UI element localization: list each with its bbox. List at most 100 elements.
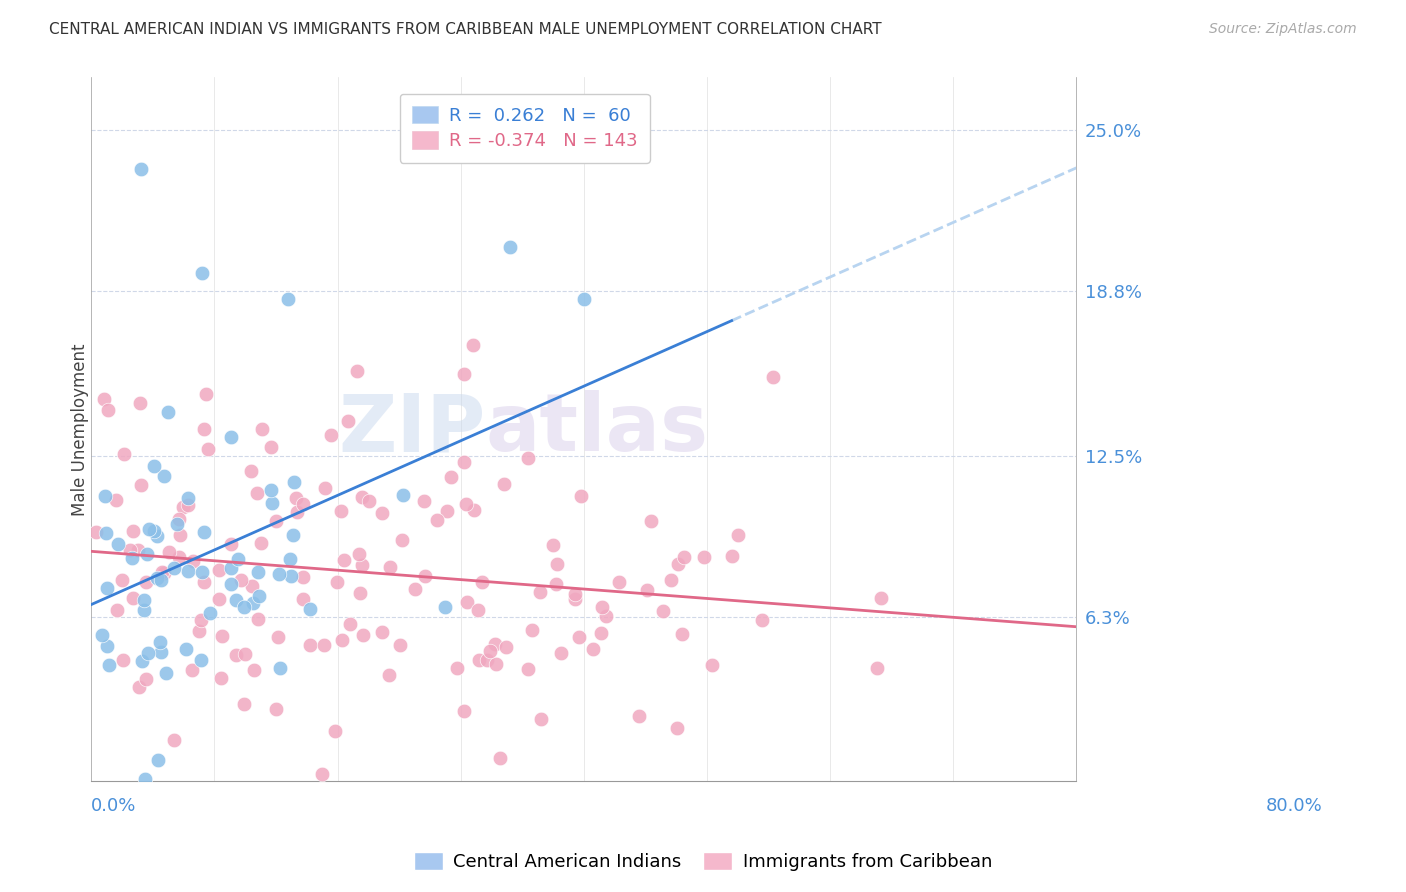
Point xyxy=(456,595,478,609)
Point xyxy=(640,514,662,528)
Point xyxy=(298,602,321,616)
Point xyxy=(174,641,197,656)
Point xyxy=(543,538,565,552)
Point xyxy=(157,545,180,559)
Point xyxy=(693,549,716,564)
Point xyxy=(225,648,247,663)
Point xyxy=(104,493,127,508)
Point xyxy=(127,543,149,558)
Point xyxy=(404,582,426,596)
Point xyxy=(112,447,135,461)
Point xyxy=(129,396,152,410)
Point xyxy=(869,591,891,606)
Point xyxy=(191,565,214,579)
Point xyxy=(193,524,215,539)
Point xyxy=(194,386,217,401)
Point xyxy=(96,582,118,596)
Point xyxy=(260,440,283,454)
Point xyxy=(568,630,591,644)
Point xyxy=(118,543,141,558)
Point xyxy=(415,569,437,583)
Point xyxy=(262,496,284,510)
Point xyxy=(209,671,232,685)
Point xyxy=(211,629,233,643)
Point xyxy=(177,499,200,513)
Point xyxy=(494,477,516,491)
Point xyxy=(652,604,675,618)
Point xyxy=(94,489,117,503)
Point xyxy=(439,469,461,483)
Point xyxy=(463,503,485,517)
Point xyxy=(188,624,211,639)
Point xyxy=(280,569,302,583)
Text: 80.0%: 80.0% xyxy=(1265,797,1323,815)
Point xyxy=(232,599,254,614)
Point xyxy=(530,712,553,726)
Point xyxy=(582,642,605,657)
Point xyxy=(132,593,155,607)
Point xyxy=(359,493,381,508)
Point xyxy=(226,552,249,566)
Point xyxy=(208,591,231,606)
Point xyxy=(107,537,129,551)
Point xyxy=(198,606,221,620)
Point xyxy=(122,524,145,539)
Point xyxy=(446,660,468,674)
Point xyxy=(162,561,184,575)
Point xyxy=(595,608,617,623)
Point xyxy=(463,338,485,352)
Point xyxy=(337,414,360,428)
Point xyxy=(325,575,347,590)
Point xyxy=(285,505,308,519)
Point xyxy=(240,579,263,593)
Point xyxy=(425,513,447,527)
Point xyxy=(107,603,129,617)
Point xyxy=(167,512,190,526)
Point xyxy=(572,292,595,306)
Point xyxy=(190,653,212,667)
Point xyxy=(169,527,191,541)
Point xyxy=(111,573,134,587)
Point xyxy=(247,612,270,626)
Point xyxy=(323,723,346,738)
Point xyxy=(146,571,169,585)
Point xyxy=(84,525,107,540)
Point xyxy=(339,617,361,632)
Point xyxy=(250,422,273,436)
Point xyxy=(436,504,458,518)
Point xyxy=(319,428,342,442)
Point xyxy=(478,644,501,658)
Point xyxy=(546,558,568,572)
Point xyxy=(665,721,688,735)
Point xyxy=(762,370,785,384)
Point xyxy=(371,625,394,640)
Point xyxy=(197,442,219,456)
Point xyxy=(471,574,494,589)
Point xyxy=(433,599,456,614)
Point xyxy=(391,533,413,548)
Point xyxy=(292,570,315,584)
Point xyxy=(484,637,506,651)
Point xyxy=(352,490,374,504)
Point xyxy=(666,557,689,571)
Point xyxy=(378,668,401,682)
Point xyxy=(172,500,194,515)
Point xyxy=(134,772,156,786)
Point xyxy=(156,405,179,419)
Point xyxy=(529,584,551,599)
Point xyxy=(277,292,299,306)
Point xyxy=(292,591,315,606)
Point xyxy=(350,558,373,573)
Point xyxy=(219,561,242,575)
Point xyxy=(636,583,658,598)
Point xyxy=(673,549,696,564)
Point xyxy=(564,586,586,600)
Point xyxy=(233,647,256,661)
Point xyxy=(150,644,173,658)
Point xyxy=(389,639,412,653)
Point xyxy=(98,657,121,672)
Point xyxy=(193,422,215,436)
Point xyxy=(134,603,156,617)
Point xyxy=(128,680,150,694)
Legend: Central American Indians, Immigrants from Caribbean: Central American Indians, Immigrants fro… xyxy=(406,846,1000,879)
